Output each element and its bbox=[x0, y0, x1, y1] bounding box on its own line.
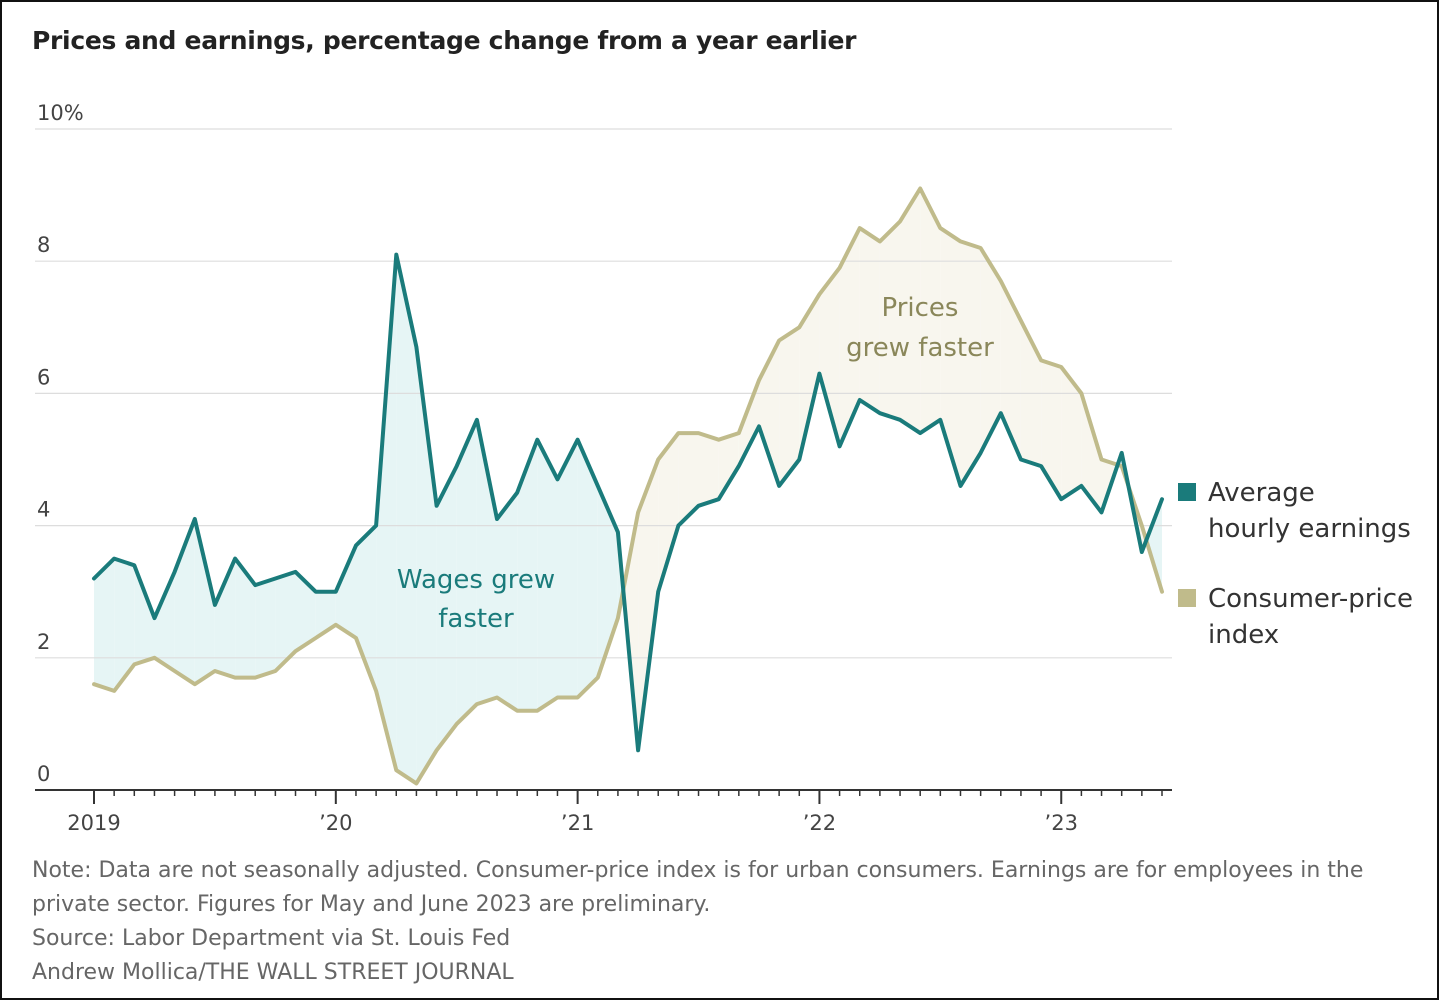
series-lines bbox=[92, 186, 1164, 786]
wage-gap-fill bbox=[154, 571, 175, 671]
wage-gap-fill bbox=[557, 439, 578, 698]
wages-annotation-line1: Wages grew bbox=[397, 565, 555, 595]
price-gap-fill bbox=[1041, 360, 1062, 500]
price-gap-fill bbox=[678, 433, 699, 526]
x-tick-label: ’23 bbox=[1045, 811, 1078, 835]
footnotes: Note: Data are not seasonally adjusted. … bbox=[32, 854, 1422, 990]
y-tick-label: 0 bbox=[37, 762, 50, 786]
wage-gap-fill bbox=[194, 519, 215, 685]
credit-line: Andrew Mollica/THE WALL STREET JOURNAL bbox=[32, 960, 514, 985]
price-gap-fill bbox=[658, 433, 679, 592]
price-gap-fill bbox=[879, 221, 900, 420]
price-gap-fill bbox=[779, 327, 800, 486]
price-gap-fill bbox=[920, 188, 941, 434]
price-gap-fill bbox=[718, 433, 739, 500]
note-line-1: Note: Data are not seasonally adjusted. … bbox=[32, 858, 1364, 883]
y-tick-label: 2 bbox=[37, 630, 50, 654]
price-gap-fill bbox=[638, 459, 659, 751]
wage-gap-fill bbox=[1146, 499, 1162, 592]
price-gap-fill bbox=[859, 228, 880, 414]
legend-label-cpi-line1: Consumer-price bbox=[1208, 584, 1414, 614]
tick-labels: 0 2 4 6 8 10% 2019 ’20 ’21 ’22 ’23 bbox=[37, 101, 1078, 835]
chart-title: Prices and earnings, percentage change f… bbox=[32, 26, 857, 55]
wage-gap-fill bbox=[134, 565, 155, 665]
price-gap-fill bbox=[1081, 393, 1102, 513]
legend-swatch-cpi bbox=[1178, 589, 1196, 607]
price-gap-fill bbox=[940, 228, 961, 486]
price-gap-fill bbox=[698, 433, 719, 506]
cpi-line bbox=[92, 186, 1164, 786]
wage-gap-fill bbox=[255, 578, 276, 678]
fill-areas bbox=[94, 188, 1162, 784]
price-gap-fill bbox=[759, 340, 780, 486]
price-gap-fill bbox=[960, 241, 981, 486]
prices-annotation-line1: Prices bbox=[882, 293, 959, 323]
price-gap-fill bbox=[819, 267, 840, 447]
wage-gap-fill bbox=[517, 439, 538, 711]
wage-gap-fill bbox=[295, 571, 316, 652]
x-axis bbox=[35, 789, 1172, 804]
wages-annotation-line2: faster bbox=[438, 604, 514, 634]
price-gap-fill bbox=[1061, 367, 1082, 500]
wage-gap-fill bbox=[94, 558, 115, 691]
annotations: Wages grew faster Prices grew faster bbox=[397, 293, 994, 634]
wage-gap-fill bbox=[497, 492, 518, 711]
wage-gap-fill bbox=[214, 558, 236, 678]
wage-gap-fill bbox=[396, 254, 417, 784]
x-tick-label: ’21 bbox=[561, 811, 594, 835]
legend-label-earnings-line2: hourly earnings bbox=[1208, 514, 1411, 544]
wage-gap-fill bbox=[577, 439, 598, 698]
price-gap-fill bbox=[1000, 281, 1021, 460]
wage-gap-fill bbox=[416, 347, 437, 784]
price-gap-fill bbox=[839, 228, 860, 447]
price-gap-fill bbox=[738, 380, 759, 467]
legend-label-earnings-line1: Average bbox=[1208, 478, 1315, 508]
price-gap-fill bbox=[799, 294, 820, 460]
wage-gap-fill bbox=[376, 254, 397, 771]
y-tick-label: 6 bbox=[37, 365, 50, 389]
source-line: Source: Labor Department via St. Louis F… bbox=[32, 926, 511, 951]
x-tick-label: 2019 bbox=[67, 811, 120, 835]
wage-gap-fill bbox=[456, 419, 477, 724]
wage-gap-fill bbox=[476, 419, 497, 705]
legend-swatch-earnings bbox=[1178, 483, 1196, 501]
price-gap-fill bbox=[980, 248, 1001, 453]
wage-gap-fill bbox=[235, 558, 256, 678]
note-line-2: private sector. Figures for May and June… bbox=[32, 892, 711, 917]
wage-gap-fill bbox=[436, 466, 457, 751]
earnings-line bbox=[92, 252, 1164, 753]
price-gap-fill bbox=[900, 188, 921, 434]
y-tick-label: 10% bbox=[37, 101, 84, 125]
wage-gap-fill bbox=[275, 571, 296, 671]
gridlines bbox=[35, 128, 1172, 659]
legend-label-cpi-line2: index bbox=[1208, 620, 1280, 650]
wage-gap-fill bbox=[335, 545, 356, 638]
y-tick-label: 8 bbox=[37, 233, 50, 257]
prices-annotation-line2: grew faster bbox=[846, 333, 994, 363]
wage-gap-fill bbox=[537, 439, 558, 711]
y-tick-label: 4 bbox=[37, 498, 50, 522]
x-tick-label: ’20 bbox=[319, 811, 352, 835]
x-tick-label: ’22 bbox=[803, 811, 836, 835]
